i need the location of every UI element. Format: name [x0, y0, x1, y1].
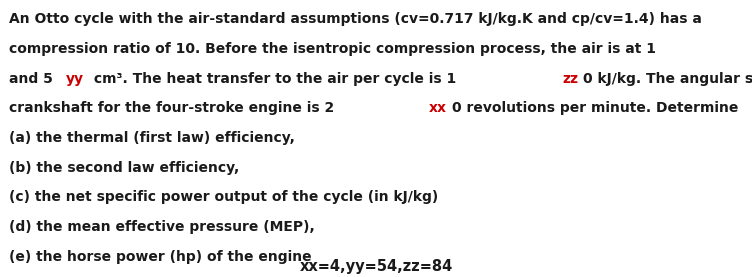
Text: crankshaft for the four-stroke engine is 2: crankshaft for the four-stroke engine is… — [9, 101, 335, 116]
Text: cm³. The heat transfer to the air per cycle is 1: cm³. The heat transfer to the air per cy… — [89, 72, 456, 86]
Text: An Otto cycle with the air-standard assumptions (cv=0.717 kJ/kg.K and cp/cv=1.4): An Otto cycle with the air-standard assu… — [9, 12, 702, 27]
Text: (e) the horse power (hp) of the engine: (e) the horse power (hp) of the engine — [9, 250, 311, 264]
Text: compression ratio of 10. Before the isentropic compression process, the air is a: compression ratio of 10. Before the isen… — [9, 42, 656, 56]
Text: xx: xx — [429, 101, 447, 116]
Text: and 5: and 5 — [9, 72, 53, 86]
Text: zz: zz — [562, 72, 579, 86]
Text: 0 kJ/kg. The angular speed of the: 0 kJ/kg. The angular speed of the — [584, 72, 752, 86]
Text: 0 revolutions per minute. Determine: 0 revolutions per minute. Determine — [452, 101, 738, 116]
Text: (d) the mean effective pressure (MEP),: (d) the mean effective pressure (MEP), — [9, 220, 315, 234]
Text: (a) the thermal (first law) efficiency,: (a) the thermal (first law) efficiency, — [9, 131, 295, 145]
Text: yy: yy — [65, 72, 83, 86]
Text: (b) the second law efficiency,: (b) the second law efficiency, — [9, 161, 239, 175]
Text: (c) the net specific power output of the cycle (in kJ/kg): (c) the net specific power output of the… — [9, 190, 438, 204]
Text: xx=4,yy=54,zz=84: xx=4,yy=54,zz=84 — [299, 259, 453, 274]
